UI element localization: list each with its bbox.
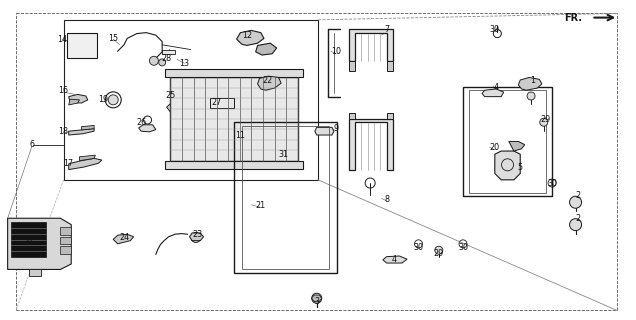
Bar xyxy=(234,122,337,273)
Polygon shape xyxy=(349,119,393,170)
Polygon shape xyxy=(81,125,94,130)
Bar xyxy=(64,20,318,180)
Bar xyxy=(469,90,546,193)
Text: 18: 18 xyxy=(59,127,69,136)
Text: 6: 6 xyxy=(29,140,34,149)
Polygon shape xyxy=(113,234,134,244)
Text: 1: 1 xyxy=(530,76,536,85)
Text: 27: 27 xyxy=(211,98,221,107)
Polygon shape xyxy=(482,89,504,97)
Polygon shape xyxy=(190,233,204,241)
Circle shape xyxy=(527,92,535,100)
Polygon shape xyxy=(383,256,407,263)
Polygon shape xyxy=(387,61,393,71)
Text: 30: 30 xyxy=(547,179,557,188)
Polygon shape xyxy=(509,141,525,151)
Bar xyxy=(210,98,234,108)
Bar xyxy=(165,69,303,77)
Text: 25: 25 xyxy=(165,92,176,100)
Polygon shape xyxy=(349,61,355,71)
Polygon shape xyxy=(60,237,71,244)
Text: 8: 8 xyxy=(384,195,389,204)
Circle shape xyxy=(435,246,443,254)
Polygon shape xyxy=(312,295,322,301)
Circle shape xyxy=(540,118,548,126)
Polygon shape xyxy=(518,77,542,90)
Text: 29: 29 xyxy=(541,115,551,124)
Text: 21: 21 xyxy=(256,201,266,210)
Circle shape xyxy=(191,232,201,243)
Polygon shape xyxy=(69,94,88,103)
Circle shape xyxy=(158,59,166,66)
Bar xyxy=(242,126,329,269)
Text: 24: 24 xyxy=(119,233,129,242)
Text: 17: 17 xyxy=(64,159,74,168)
Polygon shape xyxy=(258,76,281,90)
Circle shape xyxy=(149,56,158,65)
Text: 26: 26 xyxy=(136,118,146,127)
Text: 7: 7 xyxy=(384,25,389,34)
Text: 2: 2 xyxy=(575,191,580,200)
Polygon shape xyxy=(69,158,102,170)
Text: 23: 23 xyxy=(192,230,202,239)
Text: 5: 5 xyxy=(518,163,523,172)
Text: 14: 14 xyxy=(57,35,67,44)
Polygon shape xyxy=(387,113,393,119)
Circle shape xyxy=(108,95,118,105)
Text: 9: 9 xyxy=(333,124,338,133)
Text: 30: 30 xyxy=(413,243,424,252)
Bar xyxy=(170,77,298,161)
Text: 29: 29 xyxy=(434,249,444,258)
Polygon shape xyxy=(29,269,41,276)
Text: 31: 31 xyxy=(278,150,288,159)
Polygon shape xyxy=(69,99,80,105)
Text: 10: 10 xyxy=(331,47,341,56)
Polygon shape xyxy=(256,43,277,55)
Bar xyxy=(67,33,97,58)
Polygon shape xyxy=(80,155,95,161)
Polygon shape xyxy=(139,125,156,132)
Text: 15: 15 xyxy=(108,34,118,43)
Text: 30: 30 xyxy=(458,243,468,252)
Text: 19: 19 xyxy=(98,95,108,104)
Text: 11: 11 xyxy=(235,131,245,140)
Bar xyxy=(463,87,552,196)
Polygon shape xyxy=(60,246,71,254)
Polygon shape xyxy=(237,30,264,45)
Circle shape xyxy=(570,219,581,231)
Bar xyxy=(165,161,303,169)
Polygon shape xyxy=(495,151,520,180)
Text: 4: 4 xyxy=(494,83,499,92)
Text: 20: 20 xyxy=(490,143,500,152)
Circle shape xyxy=(312,293,322,303)
Polygon shape xyxy=(315,127,334,135)
Text: 6: 6 xyxy=(26,236,31,245)
Text: 30: 30 xyxy=(490,25,500,34)
Polygon shape xyxy=(8,218,71,269)
Text: 16: 16 xyxy=(59,86,69,95)
Bar xyxy=(162,50,175,54)
Polygon shape xyxy=(349,29,393,61)
Text: 4: 4 xyxy=(392,255,397,264)
Polygon shape xyxy=(69,129,94,135)
Text: 22: 22 xyxy=(262,76,272,85)
Text: 28: 28 xyxy=(162,54,172,63)
Text: 3: 3 xyxy=(314,297,319,306)
Polygon shape xyxy=(349,113,355,119)
Polygon shape xyxy=(167,102,188,113)
Text: FR.: FR. xyxy=(564,12,582,23)
Circle shape xyxy=(570,196,581,208)
Text: 12: 12 xyxy=(242,31,252,40)
Polygon shape xyxy=(60,227,71,235)
Text: 13: 13 xyxy=(179,60,190,68)
Polygon shape xyxy=(11,222,46,257)
Text: 2: 2 xyxy=(575,214,580,223)
